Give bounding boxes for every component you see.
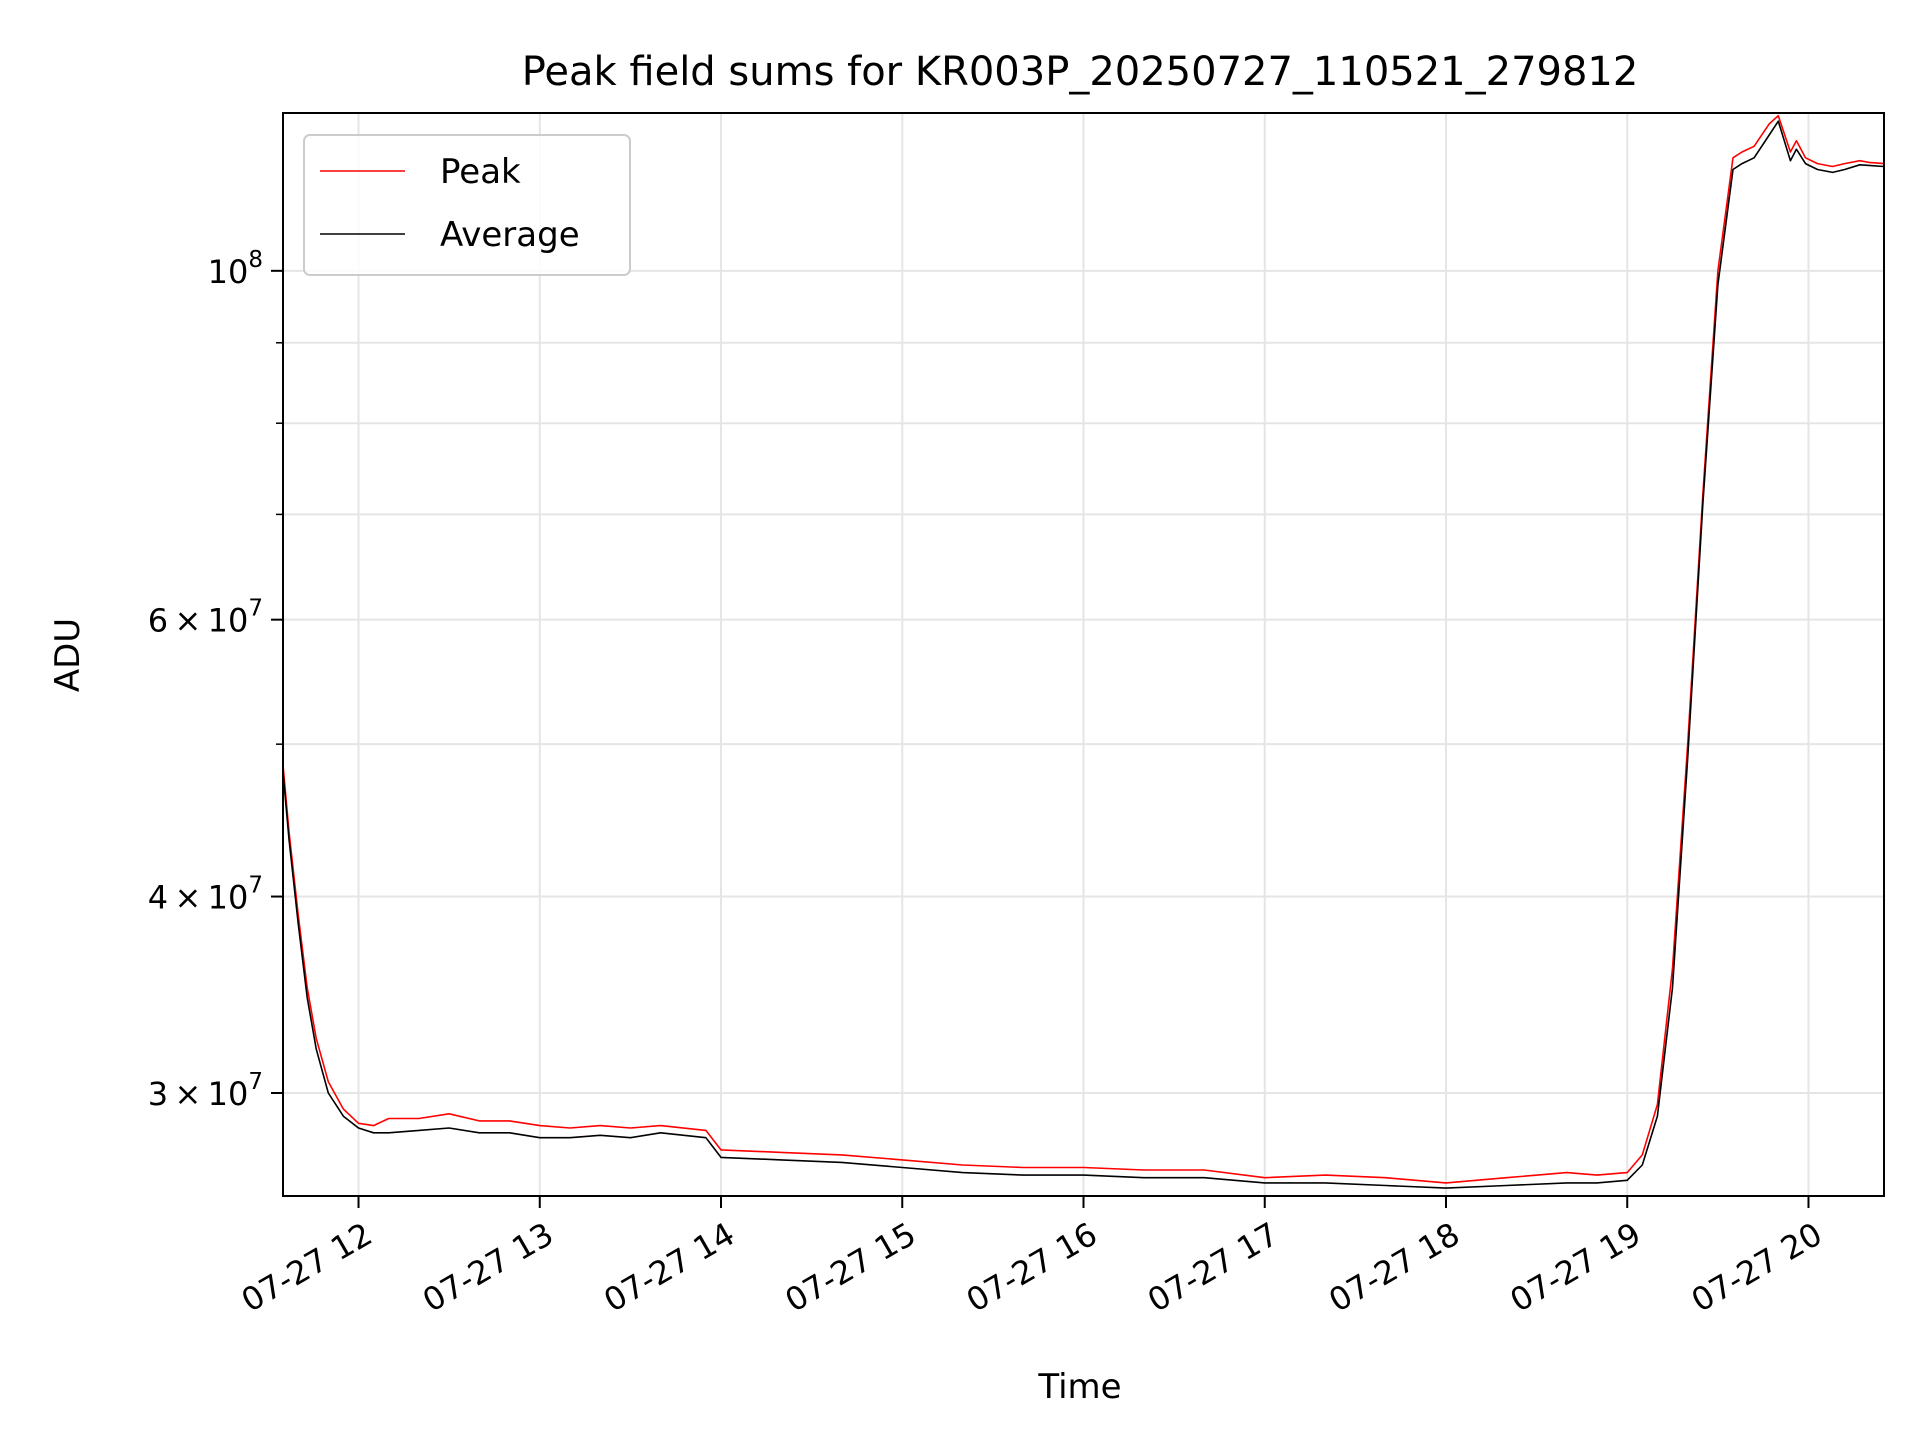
y-tick-label: 108 xyxy=(208,247,263,291)
legend-label-average: Average xyxy=(440,215,580,255)
y-tick-base: 6 × 10 xyxy=(148,602,249,640)
grid-lines xyxy=(283,113,1884,1196)
x-tick-label: 07-27 18 xyxy=(1322,1215,1466,1320)
chart-title: Peak field sums for KR003P_20250727_1105… xyxy=(522,49,1639,95)
y-tick-exponent: 8 xyxy=(248,247,263,273)
series-lines xyxy=(282,114,1885,1189)
x-tick-label: 07-27 20 xyxy=(1685,1215,1829,1320)
x-tick-label: 07-27 15 xyxy=(779,1215,923,1320)
y-tick-exponent: 7 xyxy=(248,596,263,622)
x-axis-ticks: 07-27 12 07-27 13 07-27 14 07-27 15 07-27 16… xyxy=(235,1196,1829,1320)
x-axis-label: Time xyxy=(1037,1367,1121,1407)
x-tick-label: 07-27 14 xyxy=(597,1215,741,1320)
y-tick-base: 10 xyxy=(208,253,249,291)
x-tick-label: 07-27 13 xyxy=(416,1215,560,1320)
legend-label-peak: Peak xyxy=(440,152,521,192)
y-tick-label: 3 × 107 xyxy=(148,1069,263,1113)
x-tick-label: 07-27 16 xyxy=(960,1215,1104,1320)
y-axis-label: ADU xyxy=(48,618,88,692)
y-tick-base: 4 × 10 xyxy=(148,879,249,917)
x-tick-label: 07-27 12 xyxy=(235,1215,379,1320)
y-tick-label: 6 × 107 xyxy=(148,596,263,640)
y-tick-exponent: 7 xyxy=(248,873,263,899)
legend-box xyxy=(303,134,631,276)
y-tick-exponent: 7 xyxy=(248,1069,263,1095)
series-line-peak xyxy=(282,114,1885,1184)
x-tick-label: 07-27 19 xyxy=(1504,1215,1648,1320)
legend: Peak Average xyxy=(303,134,631,276)
x-tick-label: 07-27 17 xyxy=(1141,1215,1285,1320)
y-tick-base: 3 × 10 xyxy=(148,1075,249,1113)
series-line-average xyxy=(282,120,1885,1189)
y-tick-label: 4 × 107 xyxy=(148,873,263,917)
